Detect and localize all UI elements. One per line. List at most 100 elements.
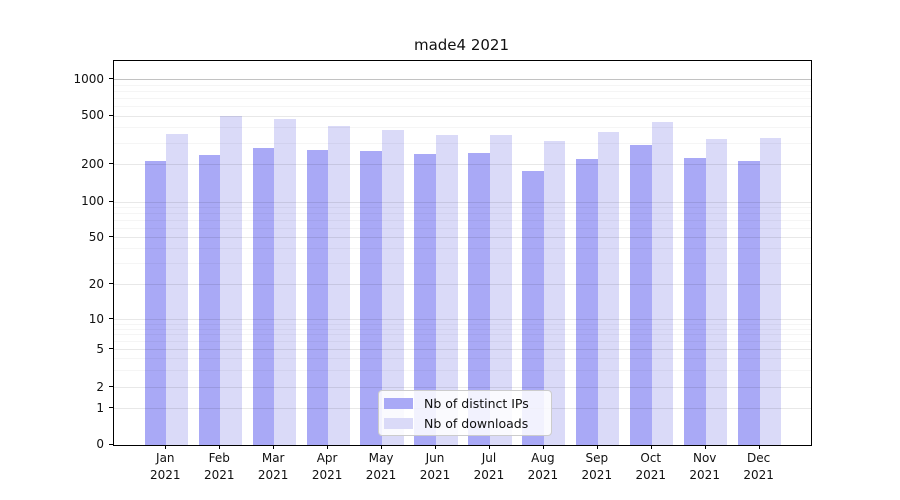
bar-distinct-ips-apr (306, 149, 329, 445)
x-tick-label-aug: Aug 2021 (527, 451, 559, 482)
x-tick-label-year: 2021 (257, 468, 289, 482)
y-tick-1 (109, 407, 113, 408)
x-tick-mar (273, 445, 274, 449)
bar-downloads-dec (759, 137, 782, 445)
bar-downloads-mar (274, 119, 296, 445)
bar-downloads-oct (651, 122, 674, 445)
bar-distinct-ips-nov (684, 157, 706, 445)
x-tick-label-year: 2021 (365, 468, 397, 482)
y-tick-10 (109, 318, 113, 319)
y-tick-label-10: 10 (88, 311, 104, 326)
gridline-major-10 (114, 319, 811, 320)
gridline-minor-60 (114, 228, 811, 229)
gridline-minor-600 (114, 106, 811, 107)
y-tick-label-0: 0 (96, 437, 104, 451)
y-tick-label-5: 5 (96, 341, 104, 356)
x-tick-label-apr: Apr 2021 (311, 451, 343, 482)
gridline-minor-70 (114, 220, 811, 221)
gridline-minor-800 (114, 91, 811, 92)
y-tick-label-50: 50 (88, 229, 104, 244)
x-tick-label-jul: Jul 2021 (473, 451, 505, 482)
x-tick-label-year: 2021 (581, 468, 613, 482)
x-tick-label-jan: Jan 2021 (150, 451, 181, 482)
y-tick-20 (109, 283, 113, 284)
legend-label-downloads: Nb of downloads (424, 415, 529, 431)
plot-area (113, 60, 812, 446)
gridline-major-100 (114, 202, 811, 203)
bar-distinct-ips-jun (414, 153, 436, 445)
y-tick-label-2: 2 (96, 379, 104, 394)
bar-distinct-ips-jul (468, 153, 490, 445)
gridline-minor-30 (114, 263, 811, 264)
x-tick-label-year: 2021 (743, 468, 774, 482)
bar-distinct-ips-may (360, 150, 383, 445)
x-tick-label-sep: Sep 2021 (581, 451, 613, 482)
x-tick-nov (705, 445, 706, 449)
x-tick-aug (543, 445, 544, 449)
x-tick-may (381, 445, 382, 449)
x-tick-label-oct: Oct 2021 (635, 451, 667, 482)
x-tick-label-year: 2021 (635, 468, 667, 482)
x-tick-label-feb: Feb 2021 (203, 451, 235, 482)
gridline-minor-7 (114, 334, 811, 335)
bar-distinct-ips-oct (630, 144, 652, 445)
bar-distinct-ips-aug (522, 170, 544, 445)
y-tick-label-1: 1 (96, 400, 104, 415)
y-tick-label-20: 20 (88, 276, 104, 291)
y-tick-5 (109, 348, 113, 349)
y-tick-label-1000: 1000 (73, 71, 104, 86)
x-tick-feb (219, 445, 220, 449)
gridline-major-200 (114, 164, 811, 165)
bar-downloads-may (382, 129, 404, 445)
x-tick-label-year: 2021 (150, 468, 181, 482)
gridline-minor-4 (114, 358, 811, 359)
gridline-major-5 (114, 349, 811, 350)
gridline-minor-400 (114, 127, 811, 128)
x-tick-label-jun: Jun 2021 (419, 451, 451, 482)
gridline-minor-40 (114, 248, 811, 249)
gridline-minor-9 (114, 324, 811, 325)
y-tick-label-100: 100 (81, 194, 104, 208)
bar-downloads-nov (705, 139, 728, 445)
x-tick-label-mar: Mar 2021 (257, 451, 289, 482)
x-tick-oct (651, 445, 652, 449)
bar-downloads-jun (436, 134, 458, 445)
x-tick-label-year: 2021 (203, 468, 235, 482)
bar-distinct-ips-feb (198, 154, 221, 445)
x-tick-label-year: 2021 (527, 468, 559, 482)
bar-downloads-apr (328, 126, 350, 445)
y-tick-0 (109, 444, 113, 445)
gridline-minor-900 (114, 85, 811, 86)
y-tick-50 (109, 236, 113, 237)
bar-downloads-jan (166, 133, 188, 445)
bar-distinct-ips-mar (252, 148, 275, 445)
gridline-minor-300 (114, 143, 811, 144)
chart-title: made4 2021 (413, 36, 510, 54)
bar-distinct-ips-dec (738, 161, 760, 445)
gridline-minor-700 (114, 98, 811, 99)
gridline-minor-3 (114, 370, 811, 371)
legend-item-distinct-ips: Nb of distinct IPs (384, 393, 546, 413)
gridline-major-500 (114, 116, 811, 117)
x-tick-label-nov: Nov 2021 (689, 451, 720, 482)
x-tick-label-dec: Dec 2021 (743, 451, 774, 482)
x-tick-label-year: 2021 (311, 468, 343, 482)
y-tick-200 (109, 163, 113, 164)
y-tick-500 (109, 115, 113, 116)
y-tick-100 (109, 201, 113, 202)
x-tick-jul (489, 445, 490, 449)
gridline-major-50 (114, 237, 811, 238)
gridline-major-20 (114, 284, 811, 285)
gridline-minor-6 (114, 341, 811, 342)
legend-swatch-distinct-ips (384, 397, 413, 409)
bar-distinct-ips-sep (576, 158, 598, 445)
bar-downloads-feb (220, 116, 242, 445)
bar-downloads-aug (543, 140, 566, 445)
x-tick-dec (759, 445, 760, 449)
y-tick-label-200: 200 (81, 156, 104, 171)
legend-swatch-downloads (384, 417, 413, 429)
y-tick-1000 (109, 78, 113, 79)
gridline-minor-90 (114, 207, 811, 208)
gridline-minor-8 (114, 329, 811, 330)
